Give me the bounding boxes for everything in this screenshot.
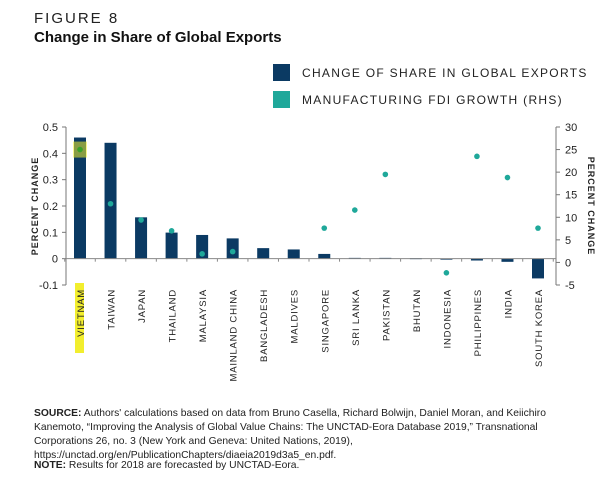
dot-south-korea — [535, 225, 541, 231]
dot-pakistan — [382, 171, 389, 178]
category-label: SRI LANKA — [351, 289, 362, 346]
right-tick-label: -5 — [565, 280, 575, 292]
category-label: INDIA — [503, 289, 514, 318]
category-label: BHUTAN — [412, 289, 423, 332]
category-label: MALDIVES — [290, 289, 301, 343]
dot-mainland-china — [229, 248, 236, 255]
bar-maldives — [287, 249, 300, 259]
category-label: INDONESIA — [442, 289, 453, 348]
category-label: SINGAPORE — [320, 289, 331, 353]
right-tick-label: 0 — [565, 257, 571, 269]
chart-title: Change in Share of Global Exports — [34, 29, 282, 46]
bar-japan — [135, 217, 148, 259]
left-axis-label: PERCENT CHANGE — [30, 157, 40, 256]
legend-item-fdi: MANUFACTURING FDI GROWTH (RHS) — [273, 91, 563, 108]
bar-mainland-china — [226, 238, 239, 259]
note-text: Results for 2018 are forecasted by UNCTA… — [68, 460, 300, 471]
right-tick-label: 15 — [565, 190, 577, 202]
chart-plot: 0.5 0.4 0.3 0.2 0.1 0 -0.1 30 25 20 15 10 5 0 -5 PERCEN… — [30, 122, 596, 382]
category-label: THAILAND — [168, 289, 179, 342]
bar-thailand — [165, 232, 178, 259]
note: NOTE: Results for 2018 are forecasted by… — [34, 459, 594, 473]
figure-label: FIGURE 8 — [34, 10, 120, 27]
category-label: PHILIPPINES — [473, 289, 484, 356]
left-tick-label: 0.4 — [43, 148, 58, 160]
bar-taiwan — [104, 142, 117, 259]
category-label: BANGLADESH — [259, 289, 270, 362]
dot-japan — [138, 217, 144, 223]
dot-vietnam — [77, 146, 83, 153]
right-axis-label: PERCENT CHANGE — [586, 157, 596, 256]
source-note: SOURCE: Authors' calculations based on d… — [34, 407, 594, 463]
left-tick-label: -0.1 — [39, 280, 58, 292]
right-tick-label: 20 — [565, 167, 577, 179]
bar-malaysia — [196, 234, 209, 259]
note-label: NOTE: — [34, 460, 67, 471]
dot-thailand — [168, 228, 175, 234]
bar-singapore — [318, 253, 331, 259]
category-label: MALAYSIA — [198, 289, 209, 342]
category-label: MAINLAND CHINA — [229, 289, 240, 382]
category-label: JAPAN — [137, 289, 148, 323]
legend-label: CHANGE OF SHARE IN GLOBAL EXPORTS — [302, 65, 588, 80]
bar-india — [501, 258, 514, 262]
left-tick-label: 0.2 — [43, 201, 58, 213]
right-tick-label: 30 — [565, 122, 577, 134]
source-text: Authors' calculations based on data from… — [34, 408, 546, 461]
bar-vietnam — [74, 137, 86, 259]
source-label: SOURCE: — [34, 408, 82, 419]
category-label: VIETNAM — [76, 289, 87, 337]
right-tick-label: 10 — [565, 212, 577, 224]
bar-bangladesh — [257, 248, 270, 259]
left-tick-label: 0.5 — [43, 122, 58, 134]
bar-philippines — [470, 258, 483, 261]
dot-india — [504, 174, 511, 181]
legend-label: MANUFACTURING FDI GROWTH (RHS) — [302, 92, 563, 107]
category-label: TAIWAN — [107, 289, 118, 330]
dot-indonesia — [443, 270, 450, 276]
dot-malaysia — [199, 251, 205, 257]
left-tick-label: 0 — [52, 254, 58, 266]
dot-sri-lanka — [352, 207, 358, 213]
legend-item-exports: CHANGE OF SHARE IN GLOBAL EXPORTS — [273, 64, 588, 81]
right-tick-label: 25 — [565, 145, 577, 157]
category-label: SOUTH KOREA — [534, 289, 545, 367]
left-tick-label: 0.1 — [43, 227, 58, 239]
dot-singapore — [321, 225, 328, 231]
legend-swatch-bar — [273, 64, 290, 81]
highlight-label-marker — [75, 283, 84, 353]
left-tick-label: 0.3 — [43, 175, 58, 187]
dot-philippines — [474, 153, 480, 160]
dot-taiwan — [107, 200, 114, 207]
right-tick-label: 5 — [565, 235, 571, 247]
category-label: PAKISTAN — [381, 289, 392, 341]
bar-south-korea — [532, 258, 544, 279]
legend-swatch-dot — [273, 91, 290, 108]
